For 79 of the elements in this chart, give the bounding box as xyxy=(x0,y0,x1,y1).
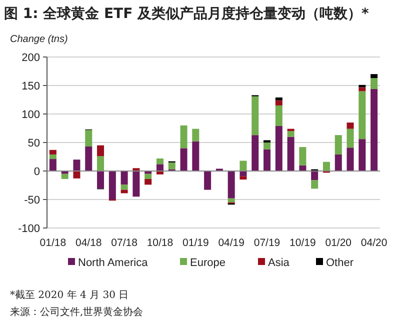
bar xyxy=(287,136,294,171)
x-tick-label: 04/20 xyxy=(360,237,388,249)
bar xyxy=(228,198,235,202)
y-tick-label: 50 xyxy=(28,138,40,150)
bar xyxy=(61,174,68,179)
bar xyxy=(264,142,271,150)
bar xyxy=(358,139,366,171)
bar xyxy=(180,125,188,148)
bar xyxy=(311,180,318,189)
bar xyxy=(85,130,92,146)
legend-label: Other xyxy=(326,257,354,269)
bar xyxy=(275,100,282,106)
bar xyxy=(299,147,306,166)
bar xyxy=(144,178,152,185)
source-note: 来源：公司文件,世界黄金协会 xyxy=(10,306,144,318)
bar xyxy=(240,160,247,171)
bar xyxy=(358,87,366,92)
y-tick-label: 100 xyxy=(22,109,40,121)
bar xyxy=(370,78,378,89)
bar xyxy=(240,176,247,180)
x-tick-label: 07/19 xyxy=(254,237,280,249)
bar xyxy=(120,171,128,185)
bar xyxy=(97,156,104,171)
bar xyxy=(49,150,56,154)
bar xyxy=(180,148,188,171)
bar xyxy=(252,96,259,136)
bar xyxy=(108,171,116,200)
bar xyxy=(204,171,212,190)
bar xyxy=(156,158,164,164)
bar xyxy=(192,128,200,142)
x-tick-label: 01/18 xyxy=(40,237,66,249)
bar xyxy=(275,97,282,100)
bar xyxy=(275,105,282,126)
bar xyxy=(252,135,259,171)
x-tick-label: 10/18 xyxy=(146,237,174,249)
legend-label: Asia xyxy=(268,257,290,269)
chart-title: 图 1: 全球黄金 ETF 及类似产品月度持仓量变动（吨数）* xyxy=(4,5,370,22)
bar xyxy=(144,174,152,179)
bar xyxy=(97,171,104,189)
x-tick-label: 04/19 xyxy=(218,237,245,249)
bar xyxy=(49,154,56,160)
bar xyxy=(334,135,342,154)
legend-label: Europe xyxy=(190,257,226,269)
x-tick-label: 01/20 xyxy=(325,237,352,249)
bar xyxy=(370,74,378,78)
x-tick-label: 01/19 xyxy=(182,237,209,249)
bar xyxy=(156,164,164,171)
bar xyxy=(132,171,140,197)
bar xyxy=(97,145,104,156)
bar xyxy=(85,146,92,171)
bar xyxy=(334,154,342,171)
bar xyxy=(346,128,354,148)
y-tick-label: 0 xyxy=(34,166,40,178)
bar xyxy=(311,171,318,180)
bar xyxy=(49,159,56,171)
y-tick-label: -50 xyxy=(24,194,40,206)
text: *截至 2020 年 4 月 30 日 xyxy=(10,289,129,301)
bar xyxy=(228,171,235,198)
bar xyxy=(322,162,330,171)
x-tick-label: 04/18 xyxy=(75,237,102,249)
y-tick-label: -100 xyxy=(18,223,40,235)
bar xyxy=(287,131,294,137)
legend-label: North America xyxy=(78,257,149,269)
bar xyxy=(358,91,366,140)
bar xyxy=(370,88,378,171)
bar xyxy=(275,126,282,171)
bar xyxy=(120,184,128,190)
x-tick-label: 07/18 xyxy=(111,237,138,249)
x-tick-label: 10/19 xyxy=(290,237,316,249)
y-tick-label: 150 xyxy=(22,80,40,92)
bar xyxy=(346,122,354,129)
bar xyxy=(168,162,176,170)
bar xyxy=(73,171,80,178)
bar xyxy=(264,149,271,171)
bar xyxy=(192,141,200,171)
y-axis-title: Change (tns) xyxy=(10,34,68,45)
y-tick-label: 200 xyxy=(22,52,40,64)
bar xyxy=(73,160,80,171)
bar xyxy=(346,148,354,171)
